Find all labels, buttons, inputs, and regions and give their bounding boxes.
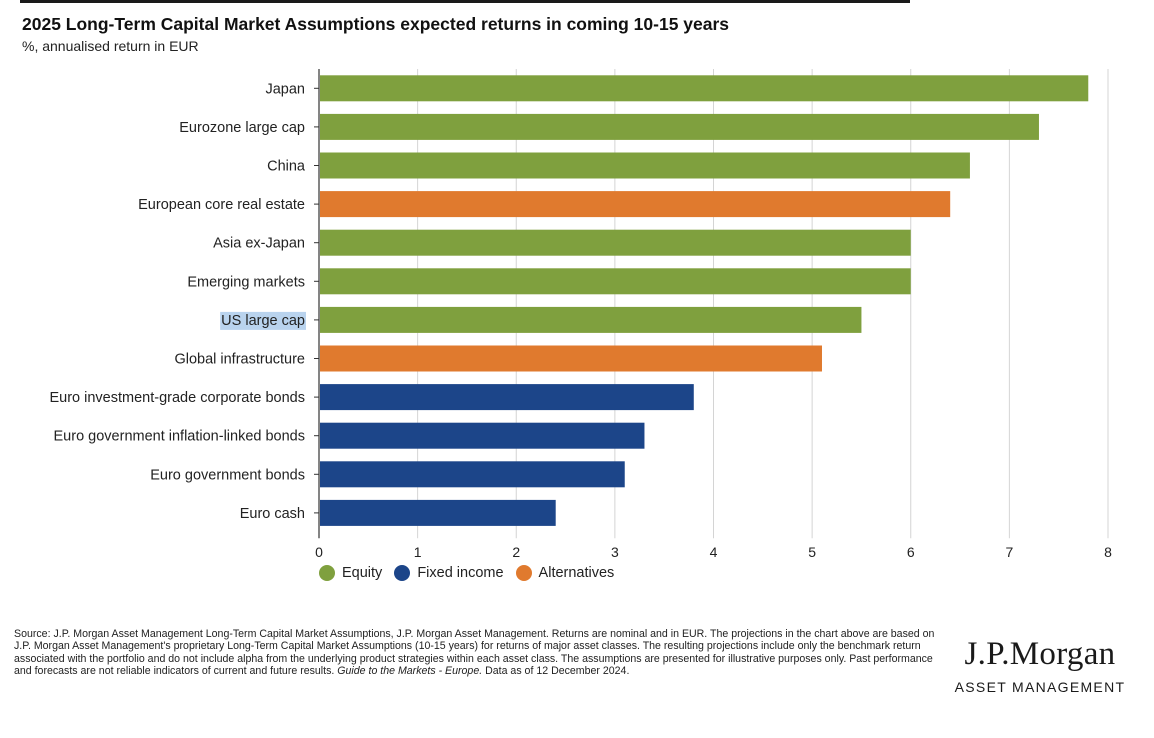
bar-chart: 0 1 2 3 4 5 6 7 8 Japan Eurozone large cap China Eur…	[49, 69, 1112, 560]
category-label-euro-government-inflation-linked-bonds: Euro government inflation-linked bonds	[54, 429, 305, 445]
label-text-highlight	[220, 311, 306, 330]
bar-us-large-cap	[320, 306, 862, 333]
category-label-japan: Japan	[265, 81, 305, 97]
bar-euro-investment-grade-corporate-bonds	[320, 384, 694, 411]
category-label-european-core-real-estate: European core real estate	[138, 197, 305, 213]
x-tick-label-6: 6	[907, 544, 915, 560]
x-tick-label-1: 1	[414, 544, 422, 560]
category-label-euro-cash: Euro cash	[240, 506, 305, 522]
x-tick-label-0: 0	[315, 544, 323, 560]
bar-global-infrastructure	[320, 345, 822, 372]
category-label-euro-investment-grade-corporate-bonds: Euro investment-grade corporate bonds	[49, 390, 305, 406]
bar-china	[320, 152, 970, 179]
bar-euro-cash	[320, 499, 556, 526]
source-publication: Guide to the Markets - Europe.	[337, 665, 483, 678]
legend-label-fixed-income: Fixed income	[417, 565, 504, 581]
source-note: Source: J.P. Morgan Asset Management Lon…	[14, 628, 939, 678]
legend-swatch-fixed-income	[394, 565, 411, 581]
x-tick-label-7: 7	[1005, 544, 1013, 560]
x-tick-label-2: 2	[512, 544, 520, 560]
source-date: Data as of 12 December 2024.	[485, 665, 630, 678]
source-text: Source: J.P. Morgan Asset Management Lon…	[14, 628, 935, 678]
chart-legend: Equity Fixed income Alternatives	[319, 565, 626, 581]
bar-asia-ex-japan	[320, 229, 911, 256]
x-tick-label-4: 4	[710, 544, 718, 560]
category-label-us-large-cap: US large cap	[221, 313, 305, 329]
jpmorgan-logo: J.P.Morgan ASSET MANAGEMENT	[950, 636, 1130, 695]
category-label-euro-government-bonds: Euro government bonds	[150, 467, 305, 483]
legend-label-alternatives: Alternatives	[538, 565, 615, 581]
category-label-eurozone-large-cap: Eurozone large cap	[179, 120, 305, 136]
legend-item-equity: Equity	[319, 565, 382, 581]
category-label-china: China	[267, 159, 306, 175]
top-border-line	[20, 0, 910, 3]
bar-euro-government-inflation-linked-bonds	[320, 422, 645, 449]
legend-item-fixed-income: Fixed income	[394, 565, 504, 581]
bar-emerging-markets	[320, 268, 911, 295]
category-label-asia-ex-japan: Asia ex-Japan	[213, 236, 305, 252]
logo-subtitle: ASSET MANAGEMENT	[954, 679, 1126, 695]
legend-swatch-alternatives	[515, 565, 532, 581]
logo-wordmark: J.P.Morgan	[964, 636, 1116, 672]
legend-item-alternatives: Alternatives	[515, 565, 615, 581]
bar-japan	[320, 75, 1089, 102]
legend-label-equity: Equity	[342, 565, 383, 581]
x-tick-label-8: 8	[1104, 544, 1112, 560]
x-tick-label-5: 5	[808, 544, 816, 560]
x-tick-label-3: 3	[611, 544, 619, 560]
bar-european-core-real-estate	[320, 191, 951, 218]
category-label-global-infrastructure: Global infrastructure	[174, 352, 305, 368]
chart-title: 2025 Long-Term Capital Market Assumption…	[22, 14, 730, 34]
bar-euro-government-bonds	[320, 461, 625, 488]
chart-subtitle: %, annualised return in EUR	[22, 38, 199, 54]
category-label-emerging-markets: Emerging markets	[187, 274, 305, 290]
bar-eurozone-large-cap	[320, 113, 1039, 140]
legend-swatch-equity	[319, 565, 335, 581]
